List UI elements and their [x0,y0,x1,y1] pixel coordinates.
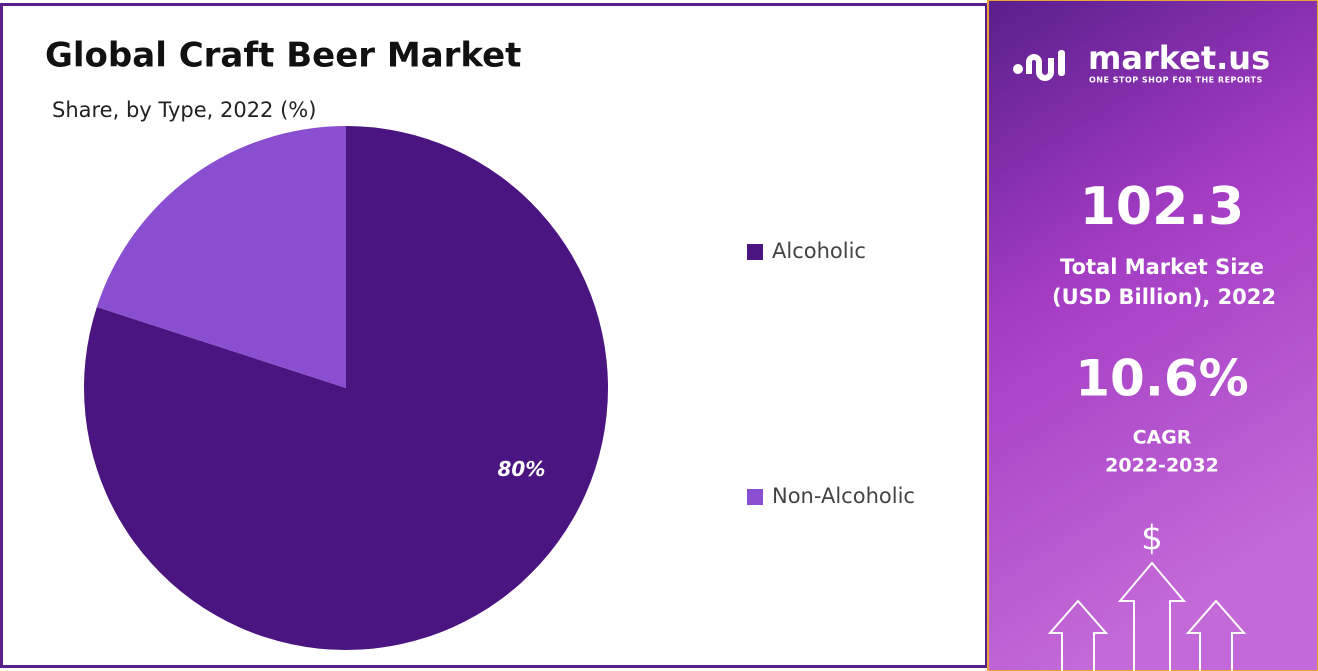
data-label: 80% [497,457,545,481]
legend: Alcoholic Non-Alcoholic [747,239,915,508]
pie: 80% [83,126,608,650]
side-border [987,0,1318,671]
pie-slice [96,126,346,388]
market-size-label: (USD Billion), 2022 [1052,285,1276,309]
currency-icon: $ [1141,519,1163,559]
market-size: 102.3 [1080,177,1244,237]
cagr-label: 2022-2032 [1105,455,1219,477]
brand-logo [1013,50,1065,81]
legend-label: Alcoholic [772,239,866,263]
growth-arrows [1047,561,1247,671]
cagr-label: CAGR [1133,427,1192,449]
market-size-label: Total Market Size [1060,255,1264,279]
chart-title: Global Craft Beer Market [45,36,521,76]
cagr-value: 10.6% [1075,350,1248,408]
legend-swatch [747,489,763,505]
chart-subtitle: Share, by Type, 2022 (%) [52,98,316,122]
brand-name: market.us [1088,39,1270,77]
legend-label: Non-Alcoholic [772,484,915,508]
brand-tagline: ONE STOP SHOP FOR THE REPORTS [1089,76,1263,85]
side-panel [988,0,1318,671]
legend-swatch [747,244,763,260]
